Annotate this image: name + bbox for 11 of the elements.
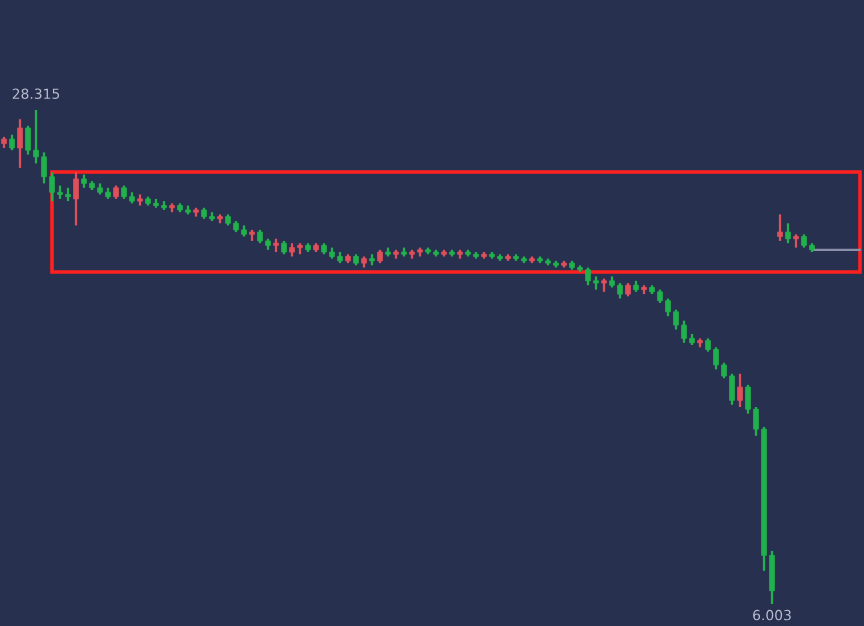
candlestick	[729, 372, 735, 406]
candlestick	[73, 171, 79, 227]
candlestick	[41, 151, 47, 185]
candlestick	[673, 308, 679, 331]
candlestick	[713, 346, 719, 371]
candlestick	[785, 222, 791, 245]
candlestick	[681, 319, 687, 344]
candlestick	[737, 372, 743, 409]
candlestick	[777, 213, 783, 243]
candlestick	[25, 124, 31, 156]
candlestick	[17, 118, 23, 170]
